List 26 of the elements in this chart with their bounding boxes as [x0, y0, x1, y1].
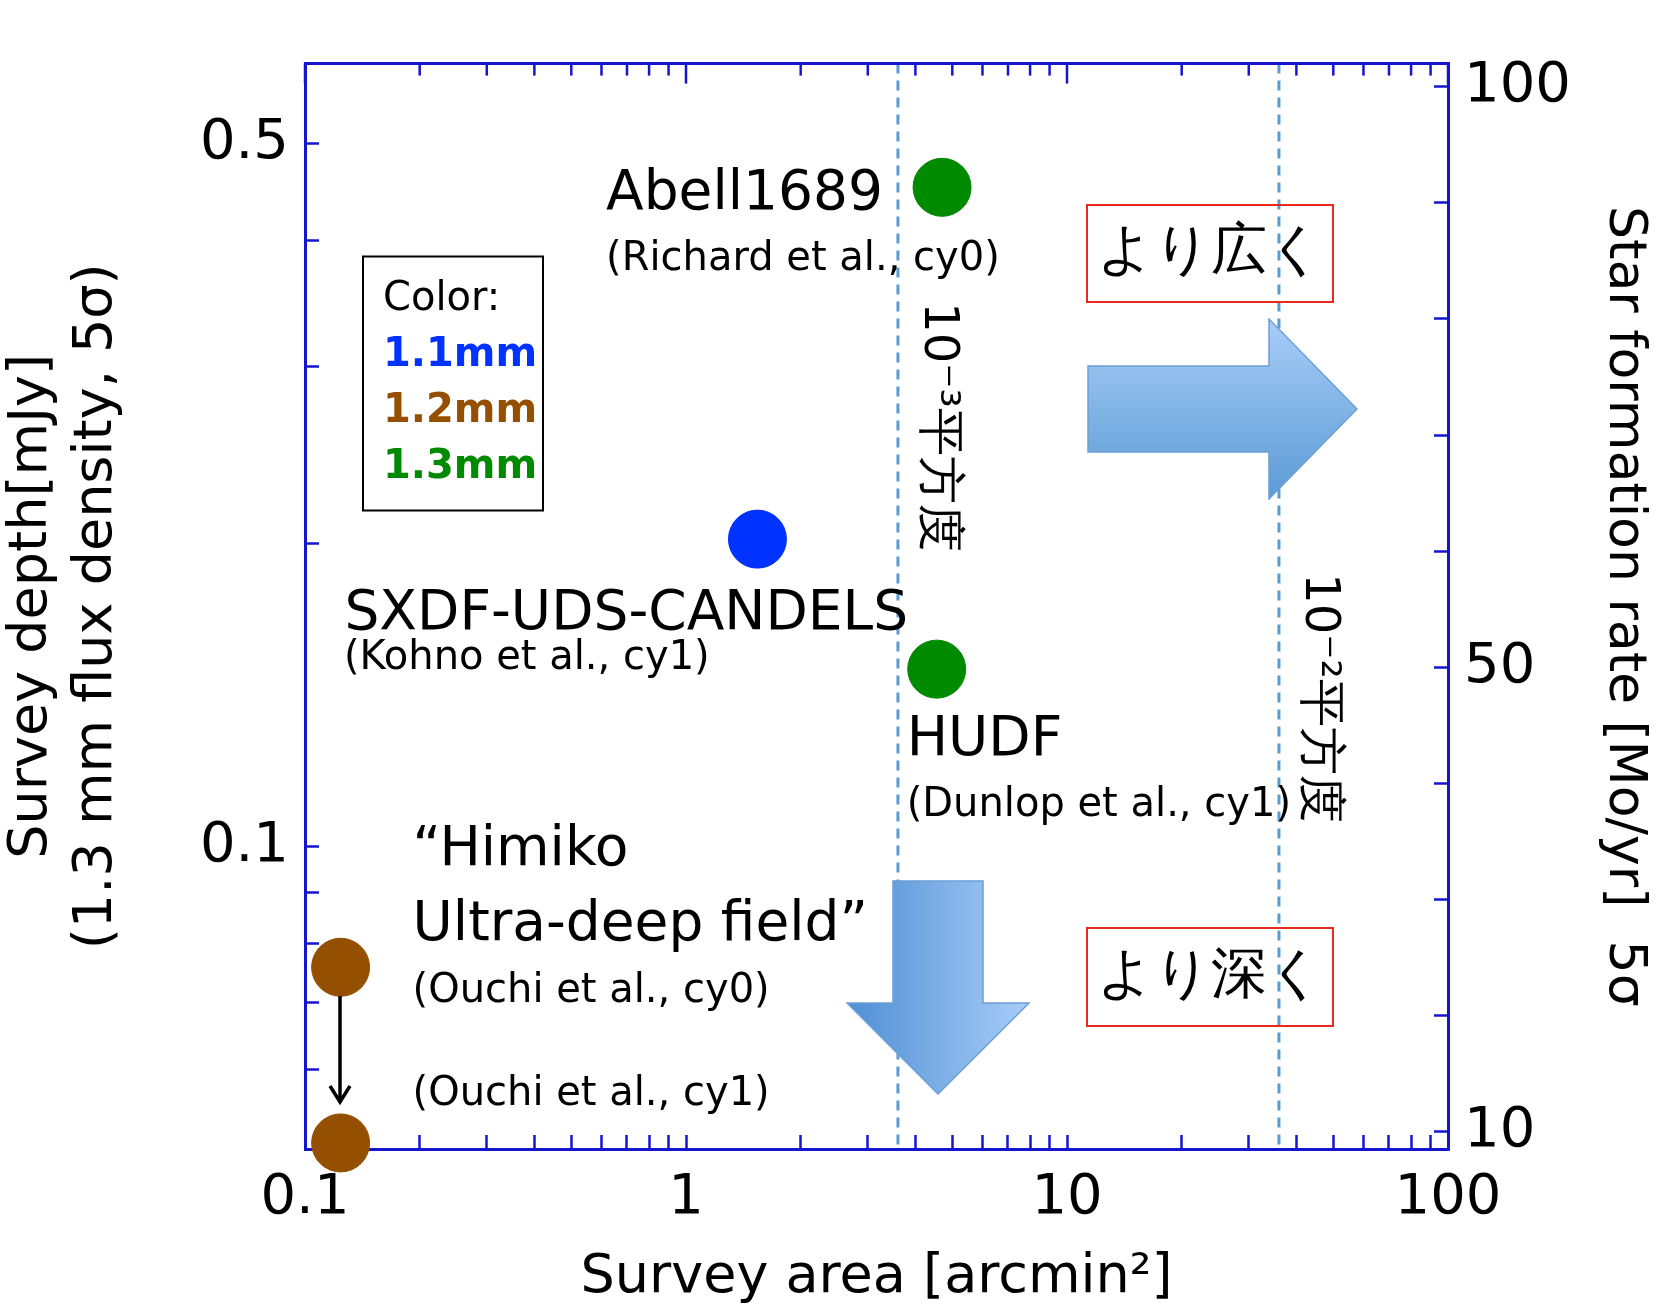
annotation: “Himiko Ultra-deep field” — [412, 813, 869, 953]
y2-axis-title: Star formation rate [Mo/yr] 5σ — [1598, 206, 1659, 1007]
y-axis-title: Survey depth[mJy] (1.3 mm flux density, 5σ) — [0, 263, 125, 950]
annotation: (Ouchi et al., cy1) — [412, 1068, 770, 1115]
x-tick-label: 100 — [1394, 1161, 1502, 1227]
y2-tick-label: 10 — [1464, 1094, 1536, 1160]
text: 1.1mm — [383, 328, 538, 375]
x-tick-label: 1 — [668, 1161, 704, 1227]
annotation: より広く — [1096, 215, 1324, 281]
ref-line-label: 10⁻²平方度 — [1295, 573, 1352, 823]
y2-tick-label: 50 — [1464, 629, 1536, 695]
annotation: HUDF — [906, 704, 1063, 769]
annotation: より深く — [1096, 939, 1324, 1005]
ref-line-label: 10⁻³平方度 — [914, 302, 971, 552]
annotation: (Ouchi et al., cy0) — [412, 964, 770, 1011]
annotation: (Richard et al., cy0) — [606, 232, 1000, 279]
legend-title: Color: — [383, 272, 501, 319]
x-axis-title: Survey area [arcmin²] — [580, 1241, 1173, 1305]
annotation: Abell1689 — [606, 157, 883, 222]
text: 1.2mm — [383, 384, 538, 431]
text: 1.3mm — [383, 440, 538, 487]
x-tick-label: 10 — [1031, 1161, 1103, 1227]
y2-tick-label: 100 — [1464, 49, 1571, 115]
x-tick-label: 0.1 — [260, 1161, 350, 1227]
y-tick-label: 0.5 — [199, 105, 289, 171]
annotation: (Dunlop et al., cy1) — [906, 778, 1291, 825]
